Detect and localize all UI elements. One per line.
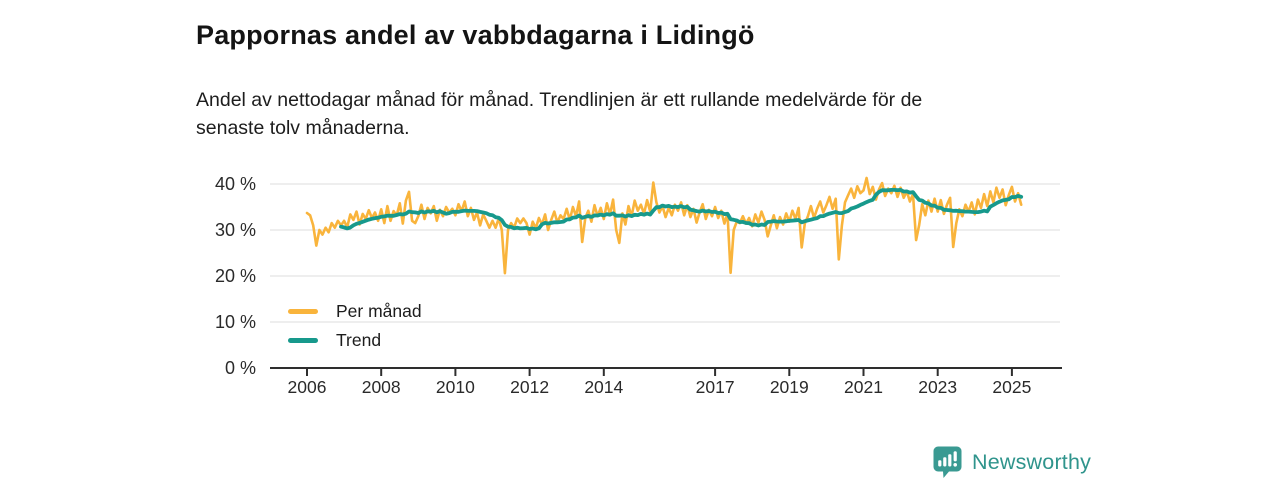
page-title: Pappornas andel av vabbdagarna i Lidingö — [196, 20, 755, 51]
x-axis-label: 2023 — [918, 377, 958, 397]
legend-item-per-month: Per månad — [288, 300, 422, 323]
x-axis-label: 2008 — [361, 377, 401, 397]
y-axis-label: 30 % — [214, 220, 256, 240]
chart-subtitle: Andel av nettodagar månad för månad. Tre… — [196, 88, 923, 139]
y-axis-label: 20 % — [214, 266, 256, 286]
x-axis-label: 2006 — [287, 377, 327, 397]
chart-legend: Per månad Trend — [288, 300, 422, 352]
brand-name: Newsworthy — [972, 450, 1092, 474]
legend-label: Trend — [336, 330, 382, 350]
legend-label: Per månad — [336, 301, 422, 321]
x-axis-label: 2019 — [769, 377, 809, 397]
bar-chart-speech-bubble-icon — [933, 446, 962, 478]
x-axis-line — [270, 367, 1062, 376]
newsworthy-brand: Newsworthy — [933, 446, 1091, 479]
trend-swatch-icon — [288, 338, 318, 343]
y-axis-label: 0 % — [224, 358, 256, 378]
x-axis-label: 2025 — [992, 377, 1032, 397]
x-axis-label: 2012 — [510, 377, 550, 397]
y-axis-label: 40 % — [214, 174, 256, 194]
line-chart — [270, 176, 1062, 376]
trend-line — [339, 188, 1024, 232]
legend-item-trend: Trend — [288, 329, 422, 352]
gridlines — [270, 183, 1060, 323]
x-axis-label: 2014 — [584, 377, 624, 397]
per-month-swatch-icon — [288, 309, 318, 314]
x-axis-label: 2017 — [695, 377, 735, 397]
x-axis-label: 2021 — [844, 377, 883, 397]
y-axis-label: 10 % — [214, 312, 256, 332]
x-axis-label: 2010 — [435, 377, 475, 397]
